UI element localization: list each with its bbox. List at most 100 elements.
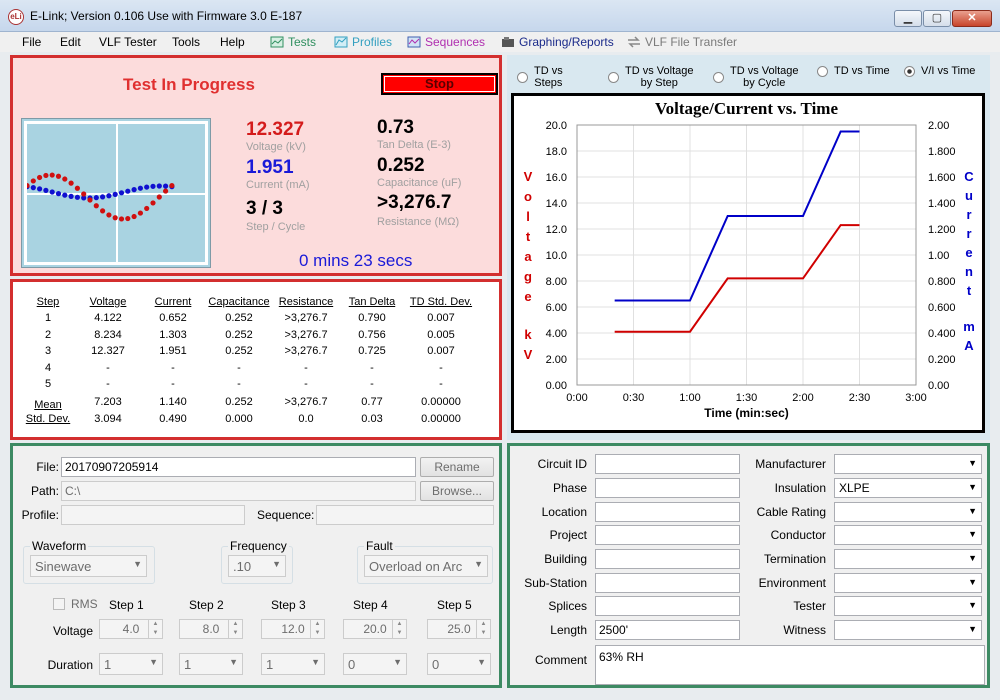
x-tick-label: 1:30	[736, 392, 757, 404]
graph-option-radio[interactable]: TD vs Time	[817, 65, 890, 77]
scope-voltage-point	[131, 213, 137, 220]
spin-arrows-icon[interactable]: ▲ ▼	[476, 620, 490, 638]
stop-button[interactable]: Stop	[381, 73, 498, 95]
steps-col-header[interactable]: Resistance	[278, 295, 334, 308]
browse-button[interactable]: Browse...	[420, 481, 494, 501]
step-duration-select[interactable]: 0 ▼	[343, 653, 407, 675]
termination-select[interactable]: ▼	[834, 549, 982, 569]
step-duration-select[interactable]: 1 ▼	[99, 653, 163, 675]
toolbar-file-transfer-label: VLF File Transfer	[645, 35, 738, 49]
tester-select[interactable]: ▼	[834, 596, 982, 616]
table-row: 3 12.327 1.951 0.252 >3,276.7 0.725 0.007	[21, 343, 477, 360]
toolbar-profiles[interactable]: Profiles	[334, 35, 392, 49]
menu-vlf-tester[interactable]: VLF Tester	[99, 35, 157, 49]
waveform-select[interactable]: Sinewave ▼	[30, 555, 147, 577]
close-button[interactable]: ✕	[952, 10, 992, 27]
witness-select[interactable]: ▼	[834, 620, 982, 640]
project-field[interactable]	[595, 525, 740, 545]
spin-arrows-icon[interactable]: ▲ ▼	[310, 620, 324, 638]
table-cell: 0.252	[225, 328, 253, 341]
menu-edit[interactable]: Edit	[60, 35, 81, 49]
insulation-select[interactable]: XLPE ▼	[834, 478, 982, 498]
sequence-field[interactable]	[316, 505, 494, 525]
steps-col-header[interactable]: Step	[36, 295, 60, 308]
y-tick-label: 2.00	[546, 354, 567, 366]
step-cycle-value: 3 / 3	[246, 198, 283, 219]
voltage-value: 12.327	[246, 119, 305, 140]
step-voltage-stepper[interactable]: 8.0 ▲ ▼	[179, 619, 243, 639]
step-voltage-stepper[interactable]: 20.0 ▲ ▼	[343, 619, 407, 639]
phase-field[interactable]	[595, 478, 740, 498]
menu-tools[interactable]: Tools	[172, 35, 201, 49]
fault-value: Overload on Arc	[369, 559, 463, 574]
spin-arrows-icon[interactable]: ▲ ▼	[228, 620, 242, 638]
environment-select[interactable]: ▼	[834, 573, 982, 593]
building-field[interactable]	[595, 549, 740, 569]
comment-field[interactable]: 63% RH	[595, 645, 985, 685]
splices-label: Splices	[548, 599, 587, 613]
y2-tick-label: 0.200	[928, 354, 956, 366]
steps-col-header[interactable]: Tan Delta	[348, 295, 396, 308]
step-duration-select[interactable]: 0 ▼	[427, 653, 491, 675]
steps-col-header[interactable]: Voltage	[89, 295, 127, 308]
steps-col-header[interactable]: Current	[154, 295, 192, 308]
toolbar-tests[interactable]: Tests	[270, 35, 316, 49]
scope-voltage-point	[30, 178, 36, 184]
file-name-field[interactable]: 20170907205914	[61, 457, 416, 477]
scope-voltage-point	[163, 188, 169, 194]
menu-help[interactable]: Help	[220, 35, 245, 49]
step-voltage-stepper[interactable]: 25.0 ▲ ▼	[427, 619, 491, 639]
length-field[interactable]: 2500'	[595, 620, 740, 640]
scope-current-point	[131, 187, 137, 193]
spin-arrows-icon[interactable]: ▲ ▼	[148, 620, 162, 638]
profile-field[interactable]	[61, 505, 245, 525]
svg-text:o: o	[524, 189, 532, 204]
rename-button[interactable]: Rename	[420, 457, 494, 477]
table-cell: 0.00000	[421, 412, 461, 425]
y-tick-label: 10.0	[546, 250, 567, 262]
manufacturer-select[interactable]: ▼	[834, 454, 982, 474]
scope-current-point	[112, 191, 118, 197]
circuit-id-field[interactable]	[595, 454, 740, 474]
scope-current-point	[137, 185, 143, 191]
toolbar-sequences[interactable]: Sequences	[407, 35, 485, 49]
profile-label: Profile:	[21, 508, 59, 522]
rms-checkbox[interactable]	[53, 598, 65, 610]
scope-voltage-point	[24, 182, 30, 189]
termination-label: Termination	[763, 552, 826, 566]
svg-text:n: n	[965, 264, 973, 279]
building-label: Building	[544, 552, 587, 566]
step-voltage-stepper[interactable]: 4.0 ▲ ▼	[99, 619, 163, 639]
graph-option-radio[interactable]: V/I vs Time	[904, 65, 975, 77]
frequency-select[interactable]: .10 ▼	[228, 555, 286, 577]
step-duration-value: 1	[104, 657, 112, 672]
spin-arrows-icon[interactable]: ▲ ▼	[392, 620, 406, 638]
conductor-select[interactable]: ▼	[834, 525, 982, 545]
minimize-button[interactable]: ▁	[894, 10, 922, 27]
table-cell: 0.007	[427, 345, 455, 358]
steps-col-header[interactable]: Capacitance	[208, 295, 270, 308]
scope-current-point	[49, 189, 55, 195]
menu-file[interactable]: File	[22, 35, 42, 49]
path-field[interactable]: C:\	[61, 481, 416, 501]
table-cell: >3,276.7	[284, 312, 328, 325]
step-duration-select[interactable]: 1 ▼	[179, 653, 243, 675]
graph-option-radio[interactable]: TD vs Voltage by Step	[608, 65, 693, 89]
toolbar-graphing[interactable]: Graphing/Reports	[501, 35, 614, 49]
steps-col-header[interactable]: TD Std. Dev.	[409, 295, 473, 308]
step-duration-value: 0	[348, 657, 356, 672]
maximize-button[interactable]: ▢	[923, 10, 951, 27]
step-voltage-stepper[interactable]: 12.0 ▲ ▼	[261, 619, 325, 639]
chevron-down-icon: ▼	[272, 559, 281, 569]
phase-label: Phase	[552, 481, 587, 495]
step-duration-select[interactable]: 1 ▼	[261, 653, 325, 675]
graph-option-radio[interactable]: TD vs Steps	[517, 65, 563, 89]
graph-option-radio[interactable]: TD vs Voltage by Cycle	[713, 65, 798, 89]
splices-field[interactable]	[595, 596, 740, 616]
location-field[interactable]	[595, 502, 740, 522]
cable-rating-select[interactable]: ▼	[834, 502, 982, 522]
svg-text:A: A	[964, 338, 974, 353]
sub-station-field[interactable]	[595, 573, 740, 593]
toolbar-file-transfer[interactable]: VLF File Transfer	[627, 35, 737, 49]
fault-select[interactable]: Overload on Arc ▼	[364, 555, 488, 577]
